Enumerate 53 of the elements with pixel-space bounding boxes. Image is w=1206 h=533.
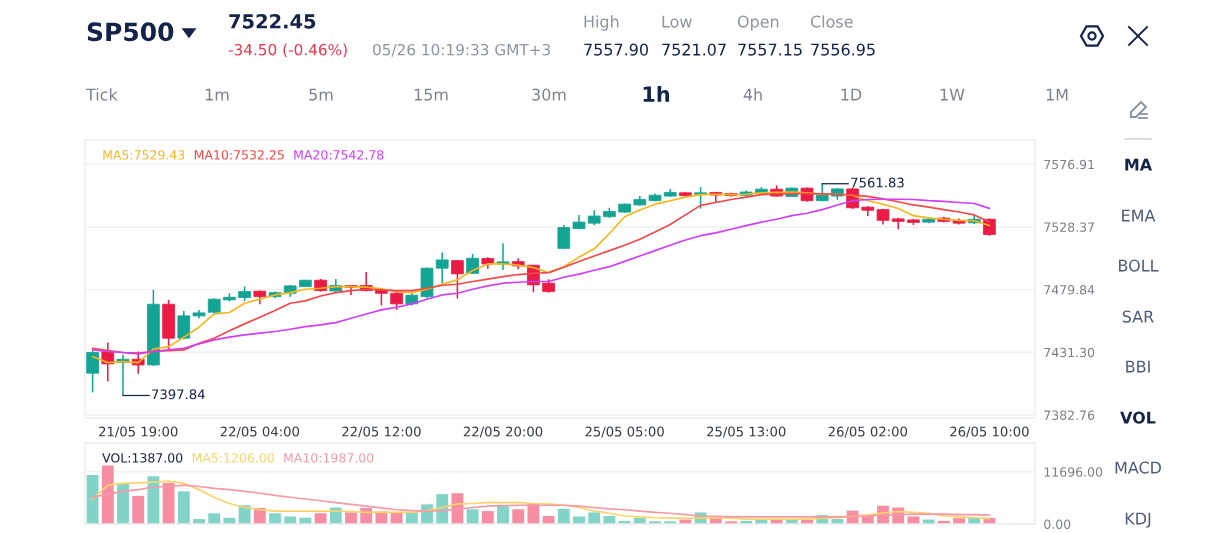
text: BOLL	[1119, 259, 1159, 272]
x-tick-label: 26/05 02:00	[828, 426, 908, 438]
text: Tick	[85, 88, 118, 101]
x-tick-label: 21/05 19:00	[99, 426, 178, 438]
text: 1W	[940, 88, 965, 101]
x-tick-label: 22/05 20:00	[463, 426, 543, 438]
text: BBI	[1126, 360, 1150, 373]
annotation: 7561.83	[851, 177, 904, 188]
text: 7522.45	[229, 13, 316, 29]
text: MA	[1125, 158, 1153, 171]
text: MACD	[1115, 461, 1161, 474]
x-tick-label: 25/05 13:00	[707, 426, 786, 438]
x-tick-label: 25/05 05:00	[585, 426, 664, 438]
text: 7557.15	[738, 43, 802, 56]
text: -34.50 (-0.46%)	[228, 43, 347, 58]
y-tick-label: 7382.76	[1044, 410, 1095, 420]
text: 4h	[743, 88, 762, 101]
text: 1D	[841, 88, 862, 101]
text: 5m	[309, 88, 333, 101]
x-tick-label: 22/05 12:00	[342, 426, 421, 438]
text: 7557.90	[584, 43, 648, 56]
text: MA5:7529.43	[103, 150, 185, 160]
text: 1m	[205, 88, 229, 101]
y-tick-label: 0.00	[1044, 519, 1071, 529]
series-label: VOL:1387.00	[102, 453, 183, 463]
text: 30m	[532, 88, 566, 101]
text: SAR	[1122, 310, 1154, 323]
text: 7556.95	[811, 43, 875, 56]
text: 15m	[414, 88, 448, 101]
text: MA20:7542.78	[294, 150, 384, 160]
text: MA10:7532.25	[194, 150, 284, 160]
text: 05/26 10:19:33 GMT+3	[373, 43, 551, 57]
text: 7521.07	[662, 43, 726, 56]
text: 1M	[1046, 88, 1068, 101]
annotation: 7397.84	[152, 389, 205, 400]
text: Open	[737, 15, 779, 31]
text: Low	[662, 15, 692, 28]
chart-title: SP500	[87, 22, 174, 42]
text: MA10:1987.00	[284, 453, 374, 463]
y-tick-label: 7431.30	[1044, 347, 1095, 358]
y-tick-label: 7576.91	[1044, 159, 1094, 170]
text: KDJ	[1125, 512, 1151, 528]
text: High	[584, 15, 619, 31]
text: EMA	[1122, 209, 1156, 222]
y-tick-label: 11696.00	[1044, 467, 1103, 477]
x-tick-label: 26/05 10:00	[950, 426, 1029, 438]
x-tick-label: 22/05 04:00	[220, 426, 300, 438]
text: 1h	[643, 85, 670, 102]
text: Close	[810, 15, 853, 28]
y-tick-label: 7528.37	[1044, 222, 1094, 232]
series-label: MA5:1206.00	[192, 453, 274, 463]
text: VOL	[1120, 411, 1156, 424]
y-tick-label: 7479.84	[1044, 285, 1095, 295]
